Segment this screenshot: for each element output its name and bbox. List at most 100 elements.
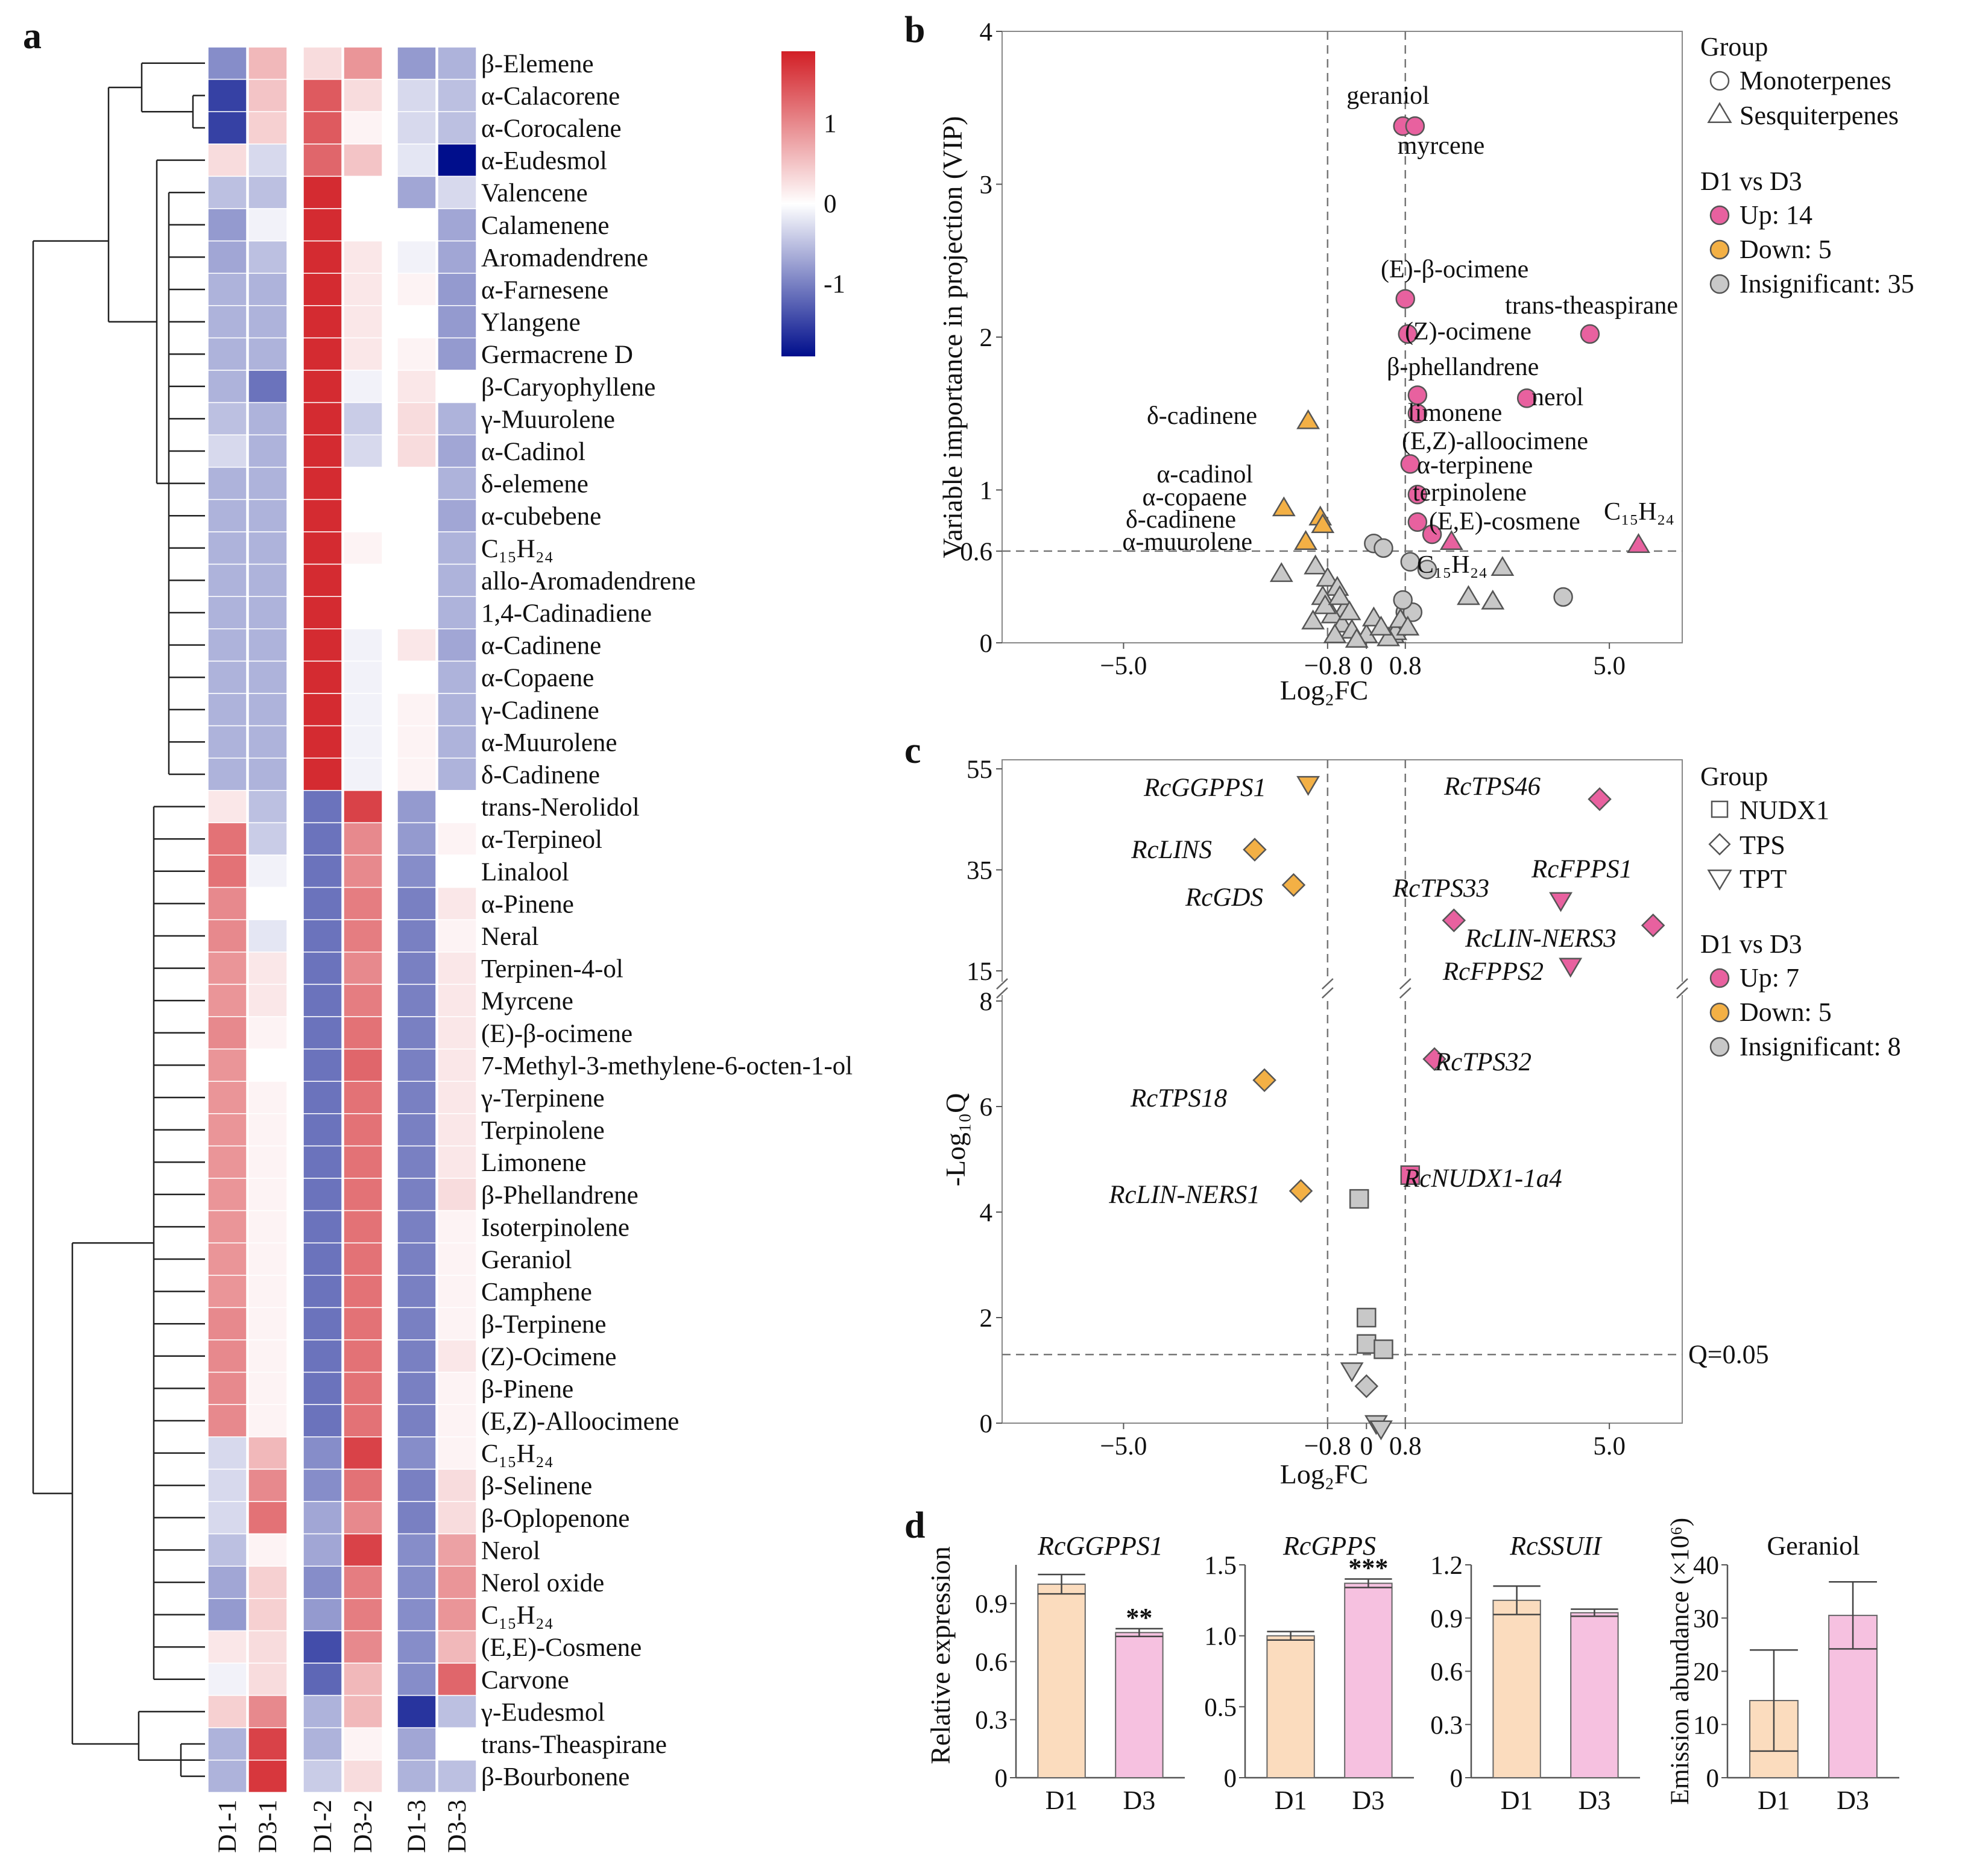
heatmap-cell [397,1404,437,1438]
point-annotation: C₁₅H₂₄ [1417,551,1487,579]
legend-label: Insignificant: 35 [1740,269,1914,298]
data-point [1422,1047,1446,1072]
heatmap-cell [437,531,477,565]
heatmap-cell [437,1275,477,1309]
heatmap-column-label: D1-3 [403,1799,431,1852]
y-axis-label: Emission abundance (×10⁶) [1666,1518,1694,1805]
heatmap-cell [207,46,247,80]
heatmap-cell [343,1210,383,1243]
heatmap-cell [207,337,247,371]
y-tick-label: 0.6 [960,538,992,566]
heatmap-cell [248,1339,288,1373]
heatmap-cell [303,337,342,371]
axis-break-mark [1676,987,1688,999]
heatmap-cell [248,337,288,371]
heatmap-cell [343,144,383,177]
y-axis-label: Relative expression [925,1546,956,1764]
heatmap-cell [207,434,247,468]
heatmap-cell [397,1048,437,1082]
y-tick-label: 40 [1693,1552,1719,1580]
heatmap-cell [437,1533,477,1567]
heatmap-cell [248,370,288,403]
heatmap-cell [207,1760,247,1793]
heatmap-row-label: Valencene [481,179,588,207]
x-axis-label: Log₂FC [1280,1459,1368,1489]
heatmap-cell [207,1598,247,1632]
legend-marker [1707,869,1732,891]
heatmap-cell [303,693,342,727]
heatmap-cell [397,984,437,1017]
x-tick-label: D1 [1501,1786,1533,1815]
heatmap-cell [343,1760,383,1793]
x-tick-label: −5.0 [1100,1432,1147,1461]
heatmap-cell [248,1404,288,1438]
heatmap-cell [397,628,437,662]
heatmap-cell [248,1663,288,1696]
heatmap-cell [437,499,477,532]
subplot-title: RcGGPPS1 [1037,1531,1163,1561]
y-tick-label: 1.2 [1430,1552,1463,1580]
legend: Group NUDX1 TPS TPT D1 vs D3 Up: 7 Down: 5 Insi… [1700,762,1901,1061]
heatmap-cell [207,1048,247,1082]
heatmap-cell [248,1598,288,1632]
data-point [1289,1179,1313,1203]
heatmap-cell [343,240,383,274]
heatmap-cell [207,1113,247,1147]
data-point [1323,623,1347,643]
heatmap-row-label: C₁₅H₂₄ [481,1440,554,1468]
heatmap-cell [248,563,288,597]
legend-marker [1709,239,1730,260]
heatmap-cell [343,1081,383,1114]
data-point [1641,913,1665,938]
heatmap-cell [303,628,342,662]
heatmap-cell [397,725,437,759]
heatmap-cell [303,78,342,112]
axis-break-mark [1321,978,1334,990]
heatmap-cell [248,1694,288,1728]
heatmap-cell [207,1630,247,1664]
heatmap-row-label: α-cubebene [481,502,601,531]
heatmap-row-label: Calamenene [481,212,610,240]
legend-marker [1709,71,1730,91]
heatmap-cell [437,1598,477,1632]
heatmap-cell [207,305,247,339]
heatmap-cell [397,111,437,145]
heatmap-cell [397,240,437,274]
data-point [1627,533,1650,554]
heatmap-cell [248,1533,288,1567]
heatmap-cell [343,78,383,112]
heatmap-cell [248,434,288,468]
legend-label: TPS [1740,830,1785,860]
heatmap-cell [248,790,288,824]
point-annotation: δ-cadinene [1126,506,1236,534]
heatmap-cell [303,952,342,985]
subplot-title: RcGPPS [1282,1531,1376,1561]
heatmap-cell [303,919,342,953]
data-point [1311,513,1335,534]
heatmap-cell [343,1178,383,1211]
heatmap-cell [397,46,437,80]
heatmap-cell [303,1178,342,1211]
heatmap-row-label: Camphene [481,1278,592,1307]
y-tick-label: 2 [980,1304,993,1333]
x-tick-label: 0 [1360,1432,1374,1461]
panel-label-c: c [904,730,921,771]
heatmap-cell [303,596,342,630]
y-tick-label: 0.9 [1430,1605,1463,1633]
heatmap-cell [207,1565,247,1599]
panel-label-b: b [904,10,925,51]
heatmap-cell [343,467,383,501]
heatmap-cell [303,499,342,532]
heatmap-cell [248,1727,288,1761]
data-point [1457,585,1480,605]
legend-marker [1709,205,1730,226]
heatmap-cell [437,305,477,339]
point-annotation: geraniol [1346,82,1430,110]
heatmap-cell [343,628,383,662]
heatmap-row-label: Geraniol [481,1246,572,1274]
heatmap-cell [397,337,437,371]
heatmap-cell [248,660,288,694]
data-point [1393,590,1413,610]
heatmap-cell [303,467,342,501]
